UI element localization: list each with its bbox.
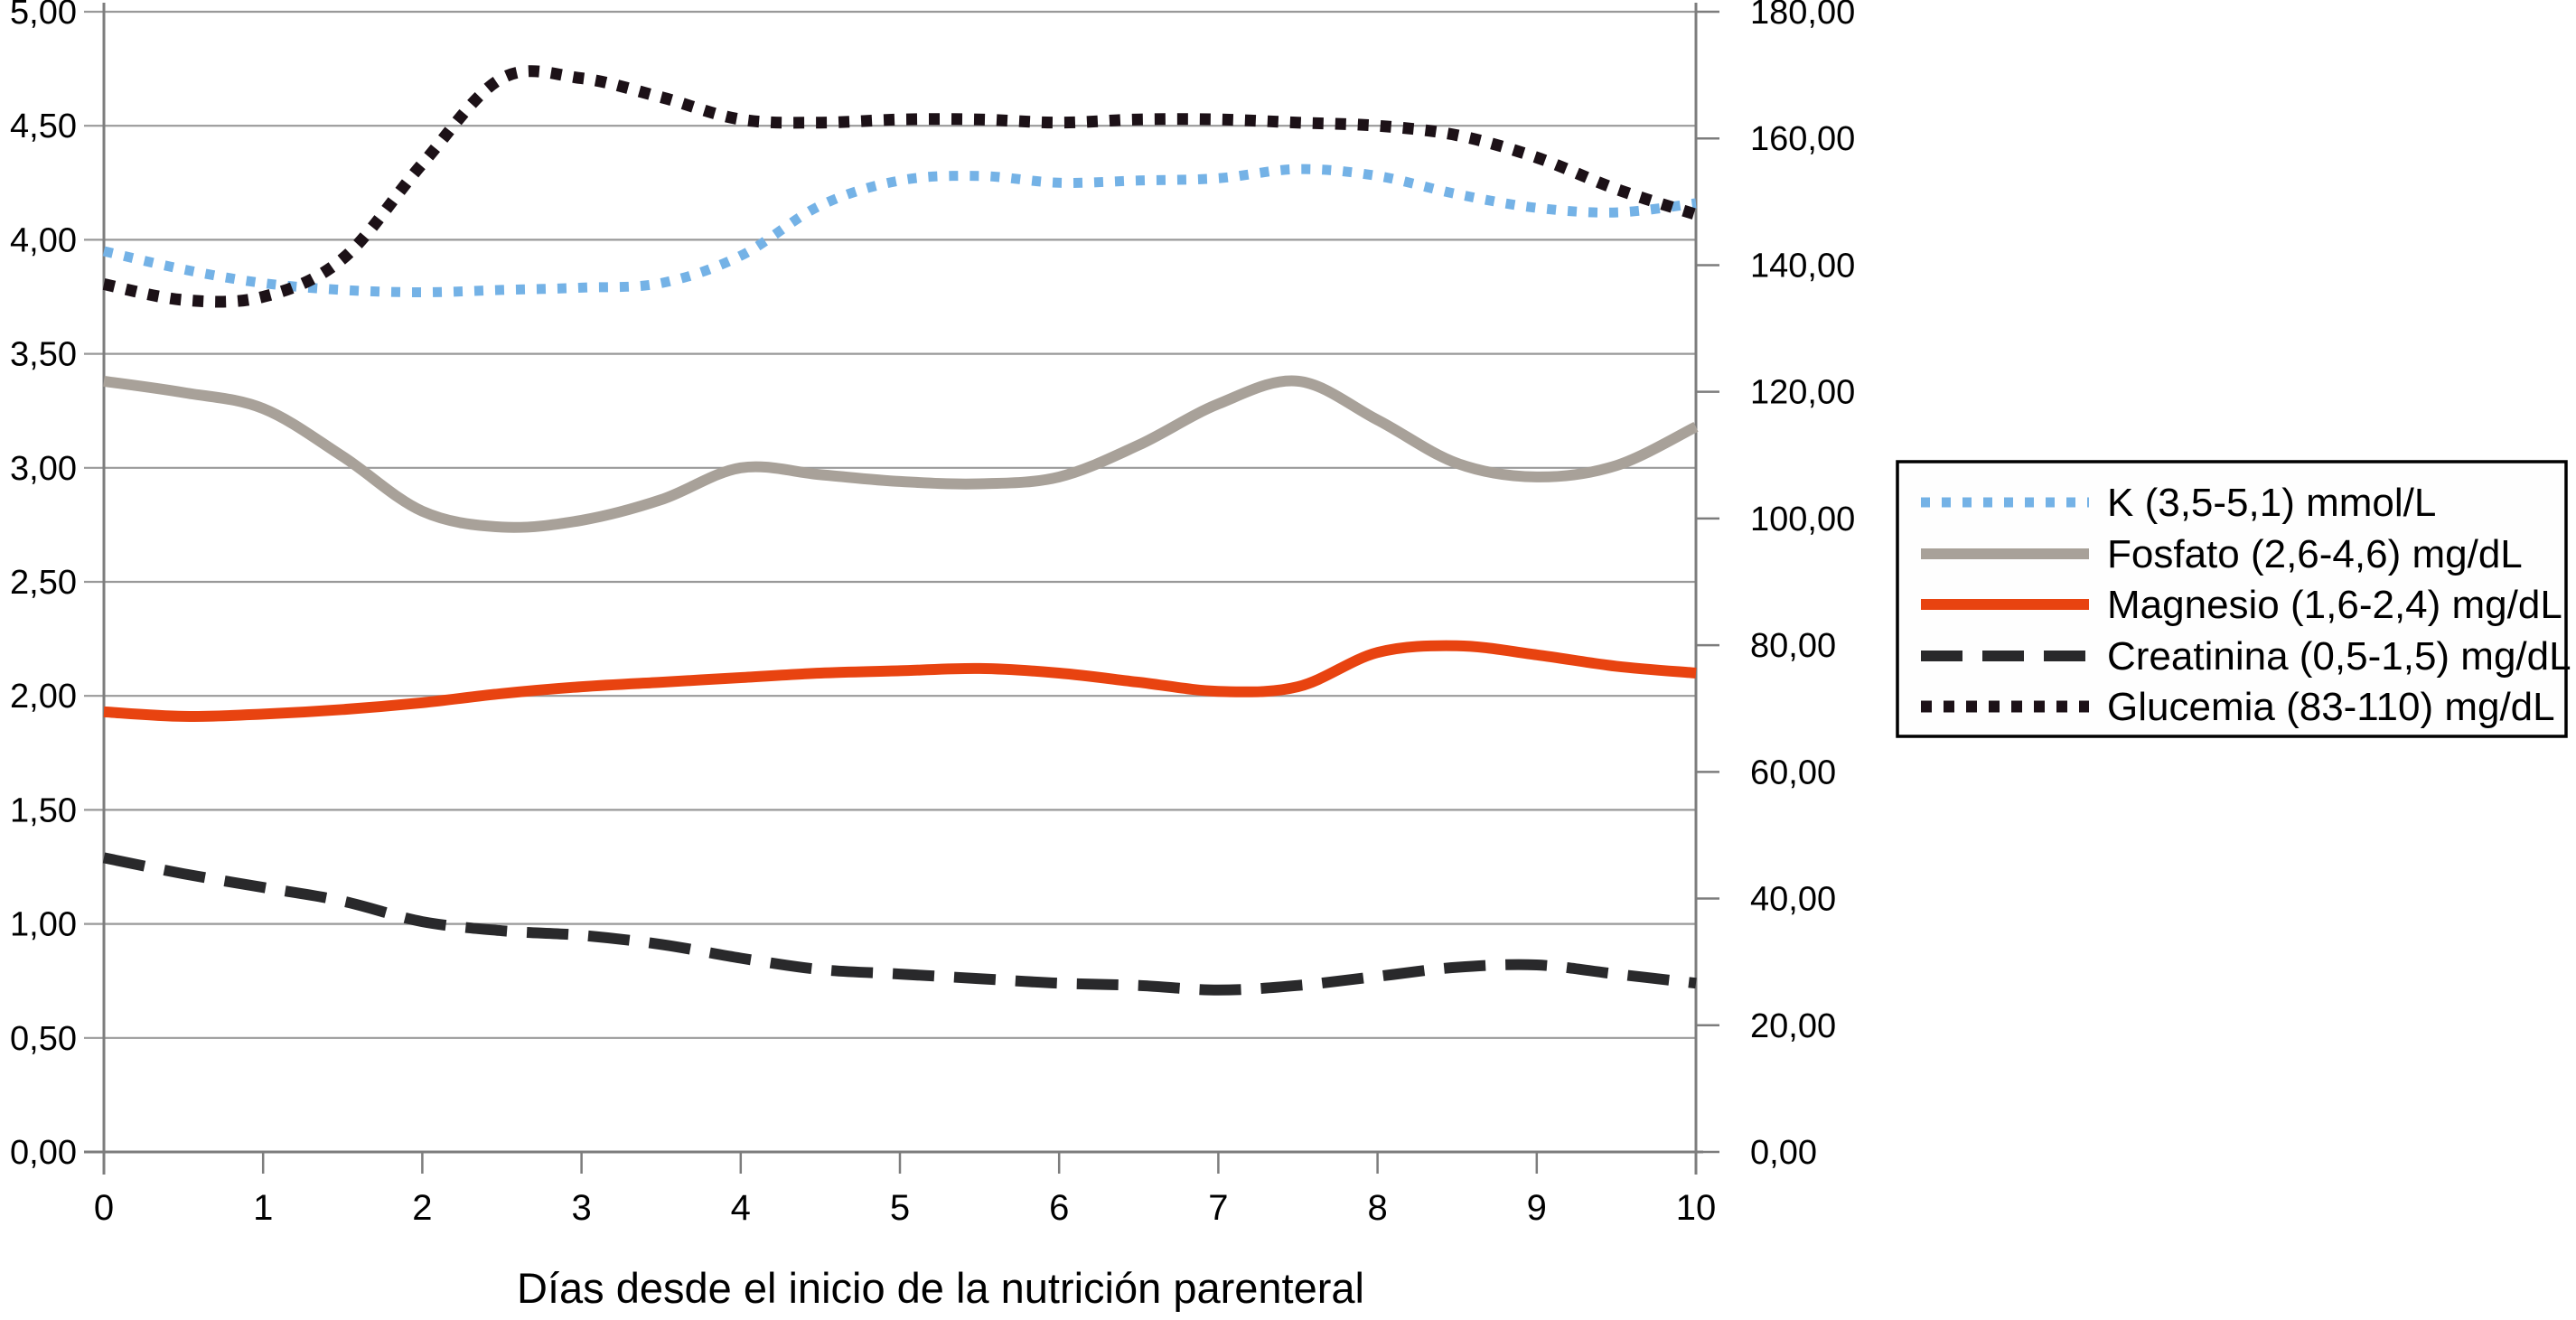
legend-label: Magnesio (1,6-2,4) mg/dL [2107, 583, 2562, 627]
right-axis-tick-label: 180,00 [1750, 0, 1855, 32]
left-axis-tick-label: 1,50 [10, 791, 77, 829]
right-axis-tick-label: 100,00 [1750, 501, 1855, 538]
left-axis-tick-label: 1,00 [10, 906, 77, 944]
legend: K (3,5-5,1) mmol/L Fosfato (2,6-4,6) mg/d… [1896, 460, 2571, 738]
left-axis-tick-label: 2,50 [10, 564, 77, 602]
right-axis-tick-label: 160,00 [1750, 120, 1855, 158]
left-axis-tick-label: 3,00 [10, 450, 77, 488]
left-axis-tick-label: 2,00 [10, 678, 77, 716]
legend-item: Creatinina (0,5-1,5) mg/dL [1921, 634, 2571, 679]
right-axis-tick-label: 20,00 [1750, 1007, 1836, 1045]
x-axis-tick-label: 2 [412, 1188, 432, 1228]
left-axis-tick-label: 3,50 [10, 336, 77, 374]
right-axis-tick-label: 40,00 [1750, 881, 1836, 919]
x-axis-tick-label: 10 [1676, 1188, 1717, 1228]
series-line-3 [102, 852, 1697, 996]
legend-item: Glucemia (83-110) mg/dL [1921, 685, 2555, 729]
x-axis-tick-label: 0 [94, 1188, 114, 1228]
left-axis-tick-label: 0,00 [10, 1134, 77, 1172]
x-axis-tick-label: 4 [731, 1188, 751, 1228]
x-axis-title: Días desde el inicio de la nutrición par… [517, 1264, 1364, 1312]
right-axis-tick-label: 60,00 [1750, 754, 1836, 791]
x-axis-tick-label: 9 [1527, 1188, 1547, 1228]
legend-label: K (3,5-5,1) mmol/L [2107, 481, 2436, 525]
series-line-0 [102, 164, 1697, 298]
x-axis-tick-label: 5 [890, 1188, 910, 1228]
x-axis-tick-label: 3 [571, 1188, 591, 1228]
left-axis-tick-label: 4,50 [10, 108, 77, 145]
legend-item: Fosfato (2,6-4,6) mg/dL [1921, 532, 2523, 576]
right-axis-tick-label: 120,00 [1750, 374, 1855, 412]
series-line-4 [102, 65, 1698, 308]
legend-label: Creatinina (0,5-1,5) mg/dL [2107, 634, 2571, 679]
x-axis-tick-label: 6 [1049, 1188, 1069, 1228]
legend-item: Magnesio (1,6-2,4) mg/dL [1921, 583, 2562, 627]
series-line-2 [103, 640, 1697, 722]
legend-label: Glucemia (83-110) mg/dL [2107, 685, 2555, 729]
left-axis-tick-label: 5,00 [10, 0, 77, 32]
x-axis-tick-label: 1 [253, 1188, 273, 1228]
x-axis-tick-label: 8 [1367, 1188, 1387, 1228]
right-axis-tick-label: 0,00 [1750, 1134, 1817, 1172]
x-axis-tick-label: 7 [1208, 1188, 1228, 1228]
right-axis-tick-label: 140,00 [1750, 247, 1855, 285]
series-line-1 [103, 375, 1699, 533]
legend-label: Fosfato (2,6-4,6) mg/dL [2107, 532, 2523, 576]
legend-item: K (3,5-5,1) mmol/L [1921, 481, 2436, 525]
left-axis-tick-label: 0,50 [10, 1020, 77, 1058]
right-axis-tick-label: 80,00 [1750, 627, 1836, 665]
left-axis-tick-label: 4,00 [10, 221, 77, 259]
